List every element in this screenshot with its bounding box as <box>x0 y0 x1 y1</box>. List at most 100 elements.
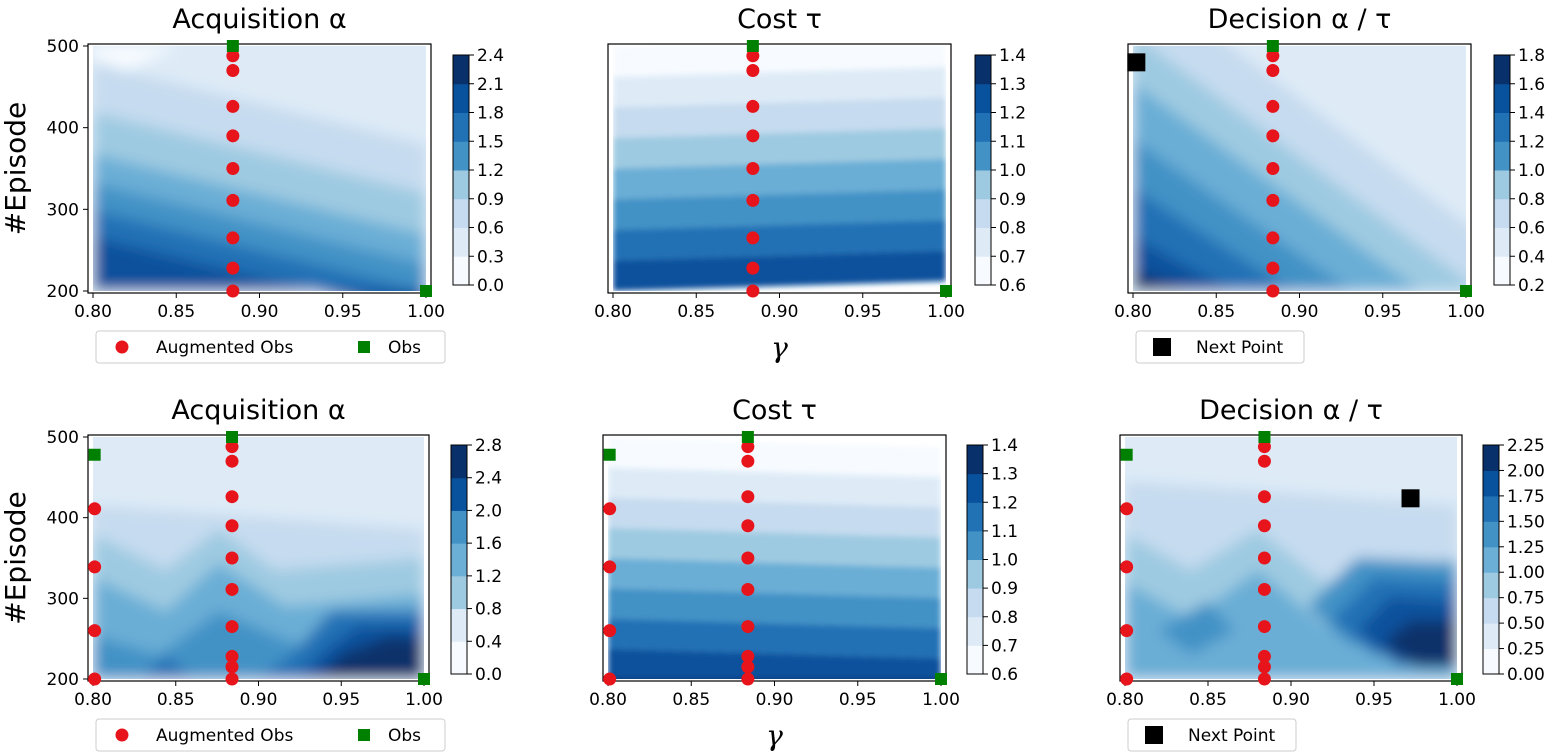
obs-point <box>226 40 239 52</box>
augmented-obs-point <box>1257 620 1271 634</box>
augmented-obs-point <box>225 490 239 504</box>
colorbar-tick-label: 0.75 <box>1507 589 1545 609</box>
contour-panel-1: 0.80 0.85 0.90 0.95 1.00 200 300 400 500 Acquisit… <box>0 4 504 364</box>
legend-next-point-marker <box>1153 338 1171 356</box>
augmented-obs-point <box>226 231 240 245</box>
obs-point <box>1258 431 1271 443</box>
legend-augmented-marker <box>115 728 129 742</box>
x-tick-label: 0.95 <box>322 690 360 710</box>
colorbar-tick-label: 2.4 <box>475 469 502 489</box>
legend: Next Point <box>1135 330 1305 364</box>
contour-band <box>613 219 946 261</box>
colorbar-band <box>1483 572 1499 599</box>
colorbar-band <box>1483 597 1499 624</box>
augmented-obs-point <box>88 502 102 516</box>
contour-band <box>93 46 177 71</box>
x-tick-label: 0.85 <box>157 302 195 322</box>
augmented-obs-point <box>88 672 102 686</box>
augmented-obs-point <box>603 502 617 516</box>
augmented-obs-point <box>746 193 760 207</box>
contour-band <box>608 648 941 679</box>
augmented-obs-point <box>741 649 755 663</box>
colorbar-band <box>453 227 469 257</box>
augmented-obs-point <box>1266 193 1280 207</box>
colorbar-band <box>1494 55 1510 85</box>
obs-point <box>741 431 754 443</box>
colorbar-tick-label: 1.0 <box>1518 161 1545 181</box>
x-tick-label: 0.95 <box>839 690 877 710</box>
augmented-obs-point <box>88 624 102 638</box>
augmented-obs-point <box>741 454 755 468</box>
colorbar-band <box>967 502 983 532</box>
contour-band <box>613 97 946 138</box>
augmented-obs-point <box>88 560 102 574</box>
legend-box <box>1135 330 1305 364</box>
contour-band <box>613 46 946 66</box>
x-tick-label: 1.00 <box>1438 690 1476 710</box>
colorbar-tick-label: 1.8 <box>1518 46 1545 66</box>
contour-band <box>608 497 941 538</box>
augmented-obs-point <box>746 64 760 77</box>
colorbar-tick-label: 2.4 <box>477 46 504 66</box>
y-tick-label: 200 <box>47 670 79 690</box>
colorbar-band <box>1494 112 1510 142</box>
colorbar-band <box>453 256 469 286</box>
contour-panel-2: 0.80 0.85 0.90 0.95 1.00 Cost τ γ 0.6 0.7 0.8 0.9 1… <box>594 4 1026 364</box>
augmented-obs-point <box>225 440 239 454</box>
colorbar-band <box>1483 623 1499 650</box>
colorbar-tick-label: 0.25 <box>1507 640 1545 660</box>
colorbar-tick-label: 0.9 <box>991 579 1018 599</box>
legend-next-point-label: Next Point <box>1188 726 1276 746</box>
colorbar-band <box>975 256 991 286</box>
colorbar-band <box>451 445 467 479</box>
legend-box <box>95 718 446 752</box>
colorbar-band <box>451 477 467 511</box>
colorbar-tick-label: 0.9 <box>477 190 504 210</box>
colorbar-band <box>1483 470 1499 497</box>
colorbar-tick-label: 1.3 <box>991 465 1018 485</box>
legend: Augmented Obs Obs <box>95 330 446 364</box>
x-tick-label: 0.90 <box>240 690 278 710</box>
colorbar-tick-label: 1.00 <box>1507 563 1545 583</box>
colorbar-band <box>453 112 469 142</box>
colorbar-tick-label: 0.3 <box>477 247 504 267</box>
augmented-obs-point <box>226 99 240 113</box>
contour-band <box>613 158 946 200</box>
x-tick-label: 0.95 <box>1364 302 1402 322</box>
colorbar-tick-label: 1.0 <box>991 551 1018 571</box>
contour-panel-3: 0.80 0.85 0.90 0.95 1.00 Decision α / τ 0.2 0.4… <box>1114 4 1545 364</box>
x-tick-label: 1.00 <box>922 690 960 710</box>
colorbar-tick-label: 1.2 <box>999 104 1026 124</box>
colorbar-tick-label: 0.4 <box>475 632 502 652</box>
augmented-obs-point <box>1266 99 1280 113</box>
colorbar-tick-label: 0.8 <box>999 219 1026 239</box>
contour-band <box>613 128 946 169</box>
colorbar-tick-label: 1.25 <box>1507 538 1545 558</box>
colorbar-tick-label: 0.0 <box>475 665 502 685</box>
colorbar-band <box>1483 445 1499 471</box>
augmented-obs-point <box>226 64 240 77</box>
colorbar-tick-label: 1.4 <box>1518 104 1545 124</box>
contour-band <box>608 437 941 477</box>
augmented-obs-point <box>741 672 755 686</box>
colorbar: 0.0 0.3 0.6 0.9 1.2 1.5 1.8 2.1 2.4 <box>452 46 504 296</box>
colorbar-tick-label: 0.2 <box>1518 276 1545 296</box>
x-tick-label: 0.85 <box>677 302 715 322</box>
colorbar: 0.00 0.25 0.50 0.75 1.00 1.25 1.50 1.75 2.00 2.25 <box>1482 436 1545 685</box>
panel-title: Decision α / τ <box>1199 395 1383 426</box>
augmented-obs-point <box>741 440 755 454</box>
colorbar-tick-label: 1.2 <box>475 567 502 587</box>
augmented-obs-point <box>225 551 239 565</box>
colorbar-band <box>975 83 991 113</box>
x-tick-label: 0.90 <box>756 690 794 710</box>
x-tick-label: 0.80 <box>594 302 632 322</box>
augmented-obs-point <box>1266 284 1280 298</box>
colorbar-tick-label: 1.6 <box>475 534 502 554</box>
colorbar-band <box>975 227 991 257</box>
augmented-obs-point <box>1120 560 1134 574</box>
contour-fill <box>608 437 941 679</box>
augmented-obs-point <box>741 620 755 634</box>
contour-band <box>93 237 426 291</box>
y-tick-label: 200 <box>47 282 79 302</box>
